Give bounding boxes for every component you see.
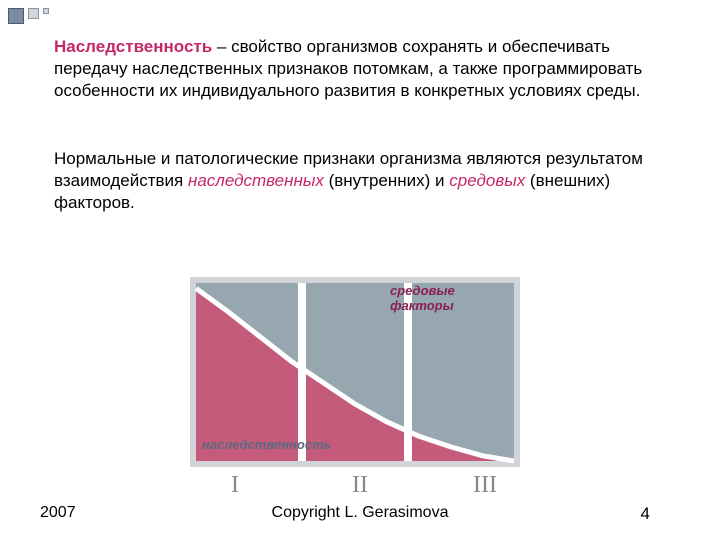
em-environmental: средовых [449,171,525,190]
label-heredity: наследственность [202,437,331,452]
corner-decoration [8,8,53,26]
em-hereditary: наследственных [188,171,324,190]
paragraph-definition: Наследственность – свойство организмов с… [54,36,674,102]
page-number: 4 [641,504,650,524]
factors-text-b: (внутренних) и [324,171,449,190]
decor-square [28,8,39,19]
paragraph-factors: Нормальные и патологические признаки орг… [54,148,674,214]
roman-2: II [345,472,375,499]
decor-square [8,8,24,24]
term-heredity: Наследственность [54,37,212,56]
roman-numerals-row: IIIIII [0,472,720,499]
roman-3: III [470,472,500,499]
footer-copyright: Copyright L. Gerasimova [0,504,720,522]
slide: Наследственность – свойство организмов с… [0,0,720,540]
label-environmental-factors: средовые факторы [390,283,520,313]
roman-1: I [220,472,250,499]
factors-chart: средовые факторы наследственность [190,277,520,467]
decor-square [43,8,49,14]
